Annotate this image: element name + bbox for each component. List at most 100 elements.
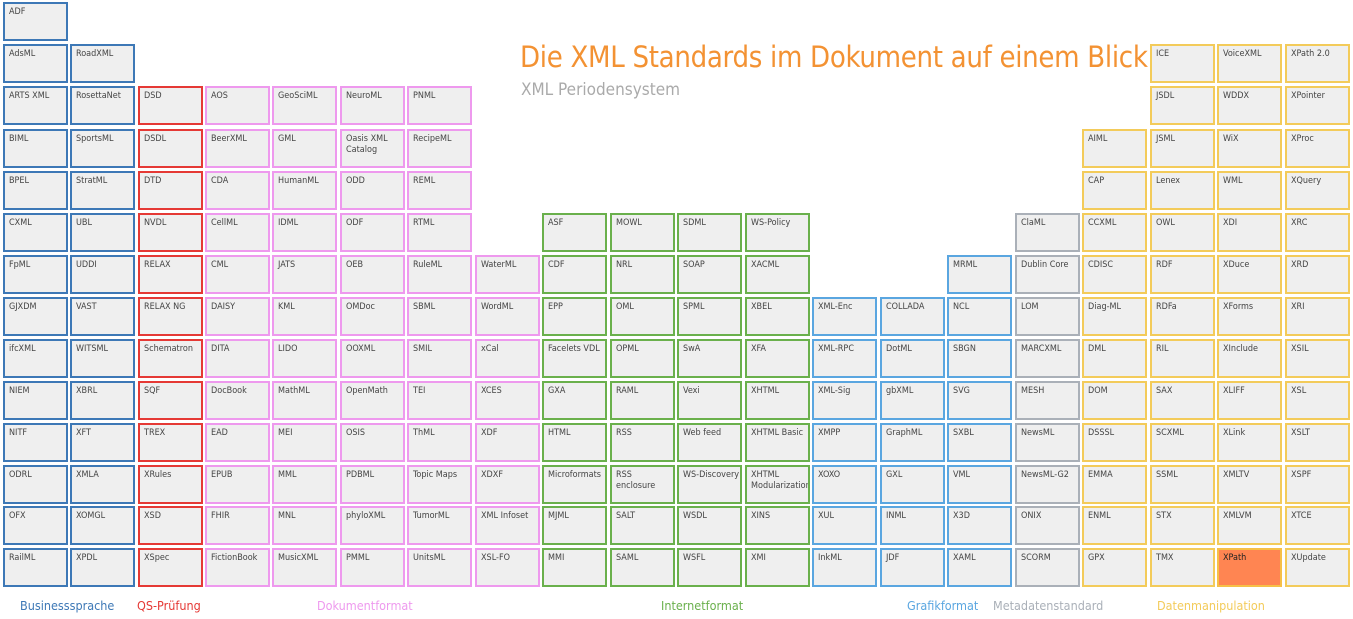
element-cell: ASF bbox=[542, 213, 607, 252]
element-label: DotML bbox=[886, 344, 912, 354]
page-subtitle: XML Periodensystem bbox=[521, 80, 681, 100]
element-label: Topic Maps bbox=[413, 470, 458, 480]
element-cell: BIML bbox=[3, 129, 68, 168]
element-label: ICE bbox=[1156, 49, 1170, 59]
element-cell: XSLT bbox=[1285, 423, 1350, 462]
element-label: XMPP bbox=[818, 428, 841, 438]
element-cell: EPP bbox=[542, 297, 607, 336]
element-label: TMX bbox=[1156, 553, 1174, 563]
element-label: Lenex bbox=[1156, 176, 1181, 186]
element-label: NeuroML bbox=[346, 91, 382, 101]
element-label: IDML bbox=[278, 218, 299, 228]
element-label: WordML bbox=[481, 302, 514, 312]
element-cell: WSDL bbox=[677, 506, 742, 545]
element-cell: MRML bbox=[947, 255, 1012, 294]
element-cell: XHTML Basic bbox=[745, 423, 810, 462]
element-cell: ENML bbox=[1082, 506, 1147, 545]
element-label: XUL bbox=[818, 511, 834, 521]
element-label: NITF bbox=[9, 428, 28, 438]
element-cell: CDA bbox=[205, 171, 270, 210]
element-label: RDF bbox=[1156, 260, 1173, 270]
element-cell: NRL bbox=[610, 255, 675, 294]
element-label: ThML bbox=[413, 428, 435, 438]
element-cell: NVDL bbox=[138, 213, 203, 252]
element-label: GeoSciML bbox=[278, 91, 318, 101]
element-label: XPath 2.0 bbox=[1291, 49, 1330, 59]
element-label: MARCXML bbox=[1021, 344, 1062, 354]
element-cell: InkML bbox=[812, 548, 877, 587]
element-label: ONIX bbox=[1021, 511, 1042, 521]
element-label: XSL-FO bbox=[481, 553, 510, 563]
element-cell: XHTML Modularization bbox=[745, 465, 810, 504]
element-cell: XProc bbox=[1285, 129, 1350, 168]
element-label: GML bbox=[278, 134, 296, 144]
element-label: EPUB bbox=[211, 470, 233, 480]
element-label: UDDI bbox=[76, 260, 97, 270]
element-label: WaterML bbox=[481, 260, 517, 270]
element-cell: BeerXML bbox=[205, 129, 270, 168]
element-cell: OML bbox=[610, 297, 675, 336]
element-cell: HumanML bbox=[272, 171, 337, 210]
element-cell: MOWL bbox=[610, 213, 675, 252]
element-label: MOWL bbox=[616, 218, 642, 228]
element-cell: XRD bbox=[1285, 255, 1350, 294]
element-label: ENML bbox=[1088, 511, 1111, 521]
element-cell: SportsML bbox=[70, 129, 135, 168]
element-label: NIEM bbox=[9, 386, 30, 396]
element-cell: XMLVM bbox=[1217, 506, 1282, 545]
element-cell: WITSML bbox=[70, 339, 135, 378]
element-label: MEI bbox=[278, 428, 293, 438]
element-cell: DITA bbox=[205, 339, 270, 378]
element-label: REML bbox=[413, 176, 436, 186]
element-cell: NewsML-G2 bbox=[1015, 465, 1080, 504]
element-label: CDF bbox=[548, 260, 565, 270]
element-cell: WaterML bbox=[475, 255, 540, 294]
element-label: WSDL bbox=[683, 511, 707, 521]
element-label: WITSML bbox=[76, 344, 108, 354]
element-label: EMMA bbox=[1088, 470, 1113, 480]
element-cell: MMI bbox=[542, 548, 607, 587]
element-label: WSFL bbox=[683, 553, 706, 563]
element-label: DocBook bbox=[211, 386, 247, 396]
element-label: XDI bbox=[1223, 218, 1238, 228]
element-cell: KML bbox=[272, 297, 337, 336]
element-cell: INML bbox=[880, 506, 945, 545]
element-cell: CDISC bbox=[1082, 255, 1147, 294]
element-cell: Dublin Core bbox=[1015, 255, 1080, 294]
element-cell: RailML bbox=[3, 548, 68, 587]
element-cell: DTD bbox=[138, 171, 203, 210]
element-cell: TumorML bbox=[407, 506, 472, 545]
element-cell: GeoSciML bbox=[272, 86, 337, 125]
element-label: OpenMath bbox=[346, 386, 388, 396]
element-cell: DOM bbox=[1082, 381, 1147, 420]
element-label: JATS bbox=[278, 260, 296, 270]
element-label: DAISY bbox=[211, 302, 236, 312]
element-label: SBGN bbox=[953, 344, 976, 354]
element-label: GPX bbox=[1088, 553, 1105, 563]
element-label: TumorML bbox=[413, 511, 450, 521]
element-label: SXBL bbox=[953, 428, 974, 438]
element-label: RAML bbox=[616, 386, 639, 396]
element-label: XRI bbox=[1291, 302, 1305, 312]
element-cell: XRules bbox=[138, 465, 203, 504]
element-label: XHTML bbox=[751, 386, 780, 396]
element-label: SCXML bbox=[1156, 428, 1184, 438]
element-cell: ClaML bbox=[1015, 213, 1080, 252]
element-label: XRC bbox=[1291, 218, 1308, 228]
element-label: MJML bbox=[548, 511, 569, 521]
element-label: UnitsML bbox=[413, 553, 446, 563]
element-label: MathML bbox=[278, 386, 310, 396]
legend-item: Metadatenstandard bbox=[993, 598, 1104, 613]
element-label: VML bbox=[953, 470, 971, 480]
element-label: DSSSL bbox=[1088, 428, 1115, 438]
element-label: XOMGL bbox=[76, 511, 106, 521]
element-cell: MusicXML bbox=[272, 548, 337, 587]
element-cell: WordML bbox=[475, 297, 540, 336]
element-cell: GXA bbox=[542, 381, 607, 420]
element-cell: AOS bbox=[205, 86, 270, 125]
element-cell: SBML bbox=[407, 297, 472, 336]
element-cell: XBEL bbox=[745, 297, 810, 336]
element-cell: WSFL bbox=[677, 548, 742, 587]
element-cell: XUL bbox=[812, 506, 877, 545]
element-cell: RecipeML bbox=[407, 129, 472, 168]
